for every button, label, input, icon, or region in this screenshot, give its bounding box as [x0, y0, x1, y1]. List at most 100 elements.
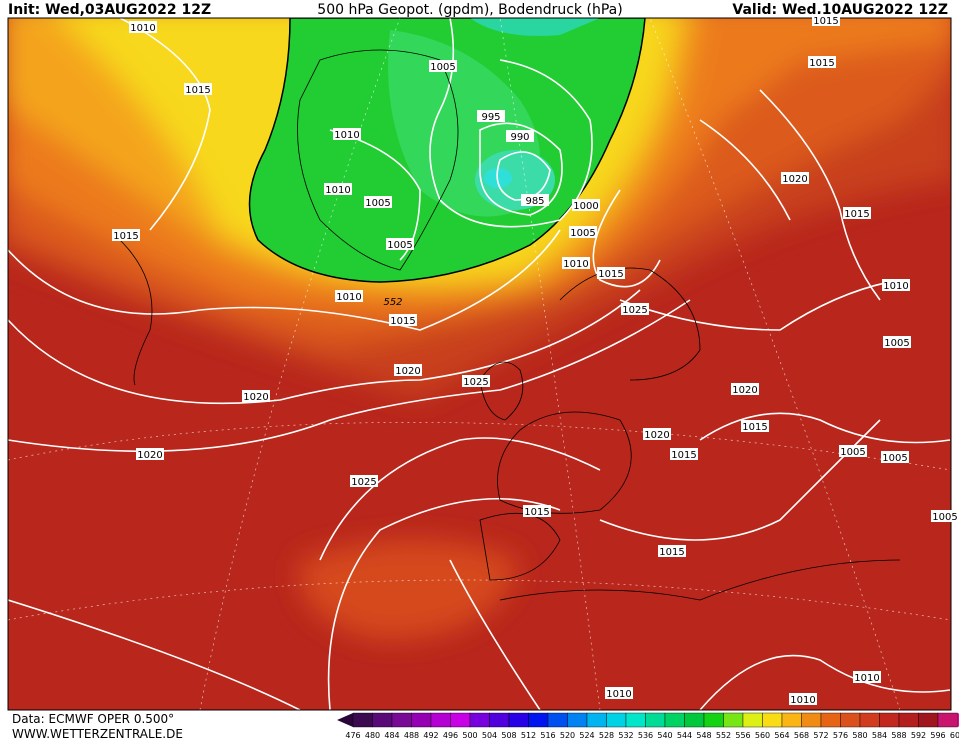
isobar-label: 1015	[844, 209, 869, 220]
isobar-label: 1020	[644, 430, 669, 441]
colorbar-tick-label: 584	[872, 731, 887, 740]
isobar-label-box	[523, 505, 551, 517]
isobar-label: 1025	[463, 377, 488, 388]
colorbar-swatch	[859, 712, 880, 728]
colorbar-arrow-low	[337, 713, 353, 727]
colorbar-swatch	[547, 712, 568, 728]
colorbar-tick-label: 516	[540, 731, 555, 740]
isobars	[8, 18, 951, 710]
isobar-label-box	[621, 303, 649, 315]
colorbar-swatch	[742, 712, 763, 728]
colorbar-swatch	[879, 712, 900, 728]
colorbar-swatch	[703, 712, 724, 728]
colorbar-tick-label: 500	[462, 731, 477, 740]
colorbar-tick-label: 496	[443, 731, 458, 740]
isobar-label: 1010	[130, 23, 155, 34]
isobar-label-box	[350, 475, 378, 487]
isobar-label: 1020	[243, 392, 268, 403]
isobar-label-box	[572, 199, 600, 211]
isobar-label-box	[808, 56, 836, 68]
isobar-label-box	[477, 110, 505, 122]
colorbar-tick-label: 552	[716, 731, 731, 740]
isobar-label-box	[658, 545, 686, 557]
isobar-label-box	[853, 671, 881, 683]
isobar-label-box	[605, 687, 633, 699]
isobar-label-box	[839, 445, 867, 457]
colorbar-tick-label: 548	[696, 731, 711, 740]
isobar-label: 985	[525, 196, 544, 207]
isobar-label: 1010	[606, 689, 631, 700]
colorbar-tick-label: 580	[852, 731, 867, 740]
colorbar-swatch	[606, 712, 627, 728]
colorbar-tick-label: 576	[833, 731, 848, 740]
isobar-label-box	[670, 448, 698, 460]
isobar-label: 1020	[395, 366, 420, 377]
colorbar-swatch	[391, 712, 412, 728]
isobar-label-box	[364, 196, 392, 208]
init-label: Init: Wed,03AUG2022 12Z	[8, 2, 211, 18]
isobar-label: 1005	[932, 512, 957, 523]
isobar-label: 1000	[573, 201, 598, 212]
isobar-label: 995	[481, 112, 500, 123]
colorbar-tick-label: 488	[404, 731, 419, 740]
isobar-label-box	[789, 693, 817, 705]
isobar-label: 1005	[365, 198, 390, 209]
isobar-label-box	[931, 510, 959, 522]
colorbar-tick-label: 564	[774, 731, 789, 740]
isobar-label: 1025	[351, 477, 376, 488]
colorbar-tick-label: 544	[677, 731, 692, 740]
colorbar-swatch	[723, 712, 744, 728]
isobar-label-box	[335, 290, 363, 302]
isobar-label: 1010	[334, 130, 359, 141]
colorbar-tick-label: 492	[423, 731, 438, 740]
colorbar-tick-label: 508	[501, 731, 516, 740]
colorbar-swatch	[528, 712, 549, 728]
colorbar-tick-label: 520	[560, 731, 575, 740]
isobar-label-box	[129, 21, 157, 33]
colorbar-tick-label: 588	[891, 731, 906, 740]
isobar-label-box	[741, 420, 769, 432]
isobar-label: 1010	[563, 259, 588, 270]
colorbar-tick-label: 484	[384, 731, 399, 740]
colorbar-tick-label: 524	[579, 731, 594, 740]
colorbar-tick-label: 592	[911, 731, 926, 740]
isobar-label-box	[562, 257, 590, 269]
isobar-label: 1005	[882, 453, 907, 464]
isobar-label: 1005	[570, 228, 595, 239]
colorbar-swatch	[664, 712, 685, 728]
isobar-label: 1020	[137, 450, 162, 461]
isobar-label-box	[812, 14, 840, 26]
isobar-label: 1015	[598, 269, 623, 280]
isobar-label-box	[643, 428, 671, 440]
isobar-label-box	[112, 229, 140, 241]
isobar-label: 1010	[790, 695, 815, 706]
colorbar-swatch	[820, 712, 841, 728]
isobar-label-box	[597, 267, 625, 279]
colorbar-swatch	[508, 712, 529, 728]
website: WWW.WETTERZENTRALE.DE	[12, 727, 183, 741]
isobar-label: 1010	[336, 292, 361, 303]
colorbar-swatch	[372, 712, 393, 728]
isobar-label-box	[386, 238, 414, 250]
colorbar-tick-label: 480	[365, 731, 380, 740]
colorbar-tick-label: 560	[755, 731, 770, 740]
isobar-label-box	[389, 314, 417, 326]
colorbar-tick-label: 556	[735, 731, 750, 740]
colorbar-swatch	[684, 712, 705, 728]
colorbar-swatch	[937, 712, 958, 728]
isobar-label-box	[506, 130, 534, 142]
isobar-label: 1015	[659, 547, 684, 558]
colorbar-swatch	[586, 712, 607, 728]
isobar-label: 1015	[671, 450, 696, 461]
isobar-label-box	[882, 279, 910, 291]
colorbar-tick-label: 536	[638, 731, 653, 740]
colorbar-tick-label: 568	[794, 731, 809, 740]
isobar-label-box	[429, 60, 457, 72]
isobar-label-box	[843, 207, 871, 219]
geopotential-label: 552	[383, 297, 402, 308]
isobar-label: 1005	[840, 447, 865, 458]
colorbar-tick-label: 532	[618, 731, 633, 740]
data-source: Data: ECMWF OPER 0.500°	[12, 712, 174, 726]
colorbar-tick-label: 512	[521, 731, 536, 740]
